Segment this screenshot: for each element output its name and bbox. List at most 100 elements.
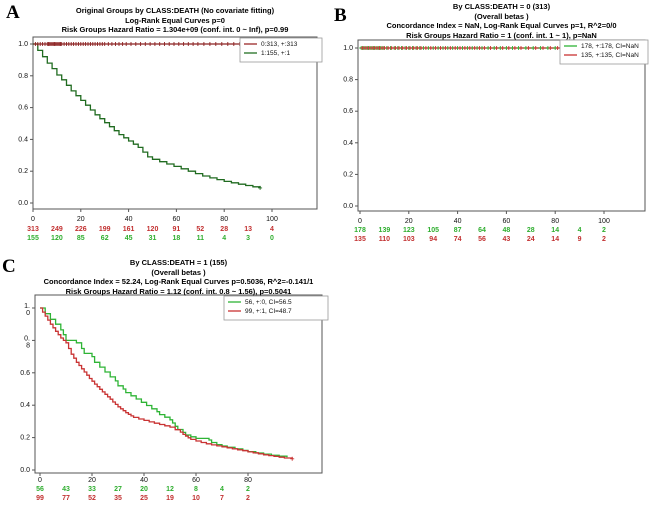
x-tick-label: 0 [358,218,362,225]
risk-number: 13 [244,226,252,233]
y-tick-label: 0.2 [20,435,30,442]
risk-number: 161 [123,226,135,233]
risk-table: 178 139 123 105 87 64 48 28 14 4 2 135 110 103 94 74 56 4… [354,227,606,243]
panel-b-title-line-4: Risk Groups Hazard Ratio = 1 (conf. int.… [406,30,597,40]
risk-number: 123 [403,227,415,234]
risk-number: 12 [166,486,174,493]
risk-number: 155 [27,235,39,242]
risk-number: 33 [88,486,96,493]
y-tick-label: 0.2 [18,168,28,175]
y-tick-label: 0.8 [343,77,353,84]
x-tick-label: 60 [503,218,511,225]
risk-number: 87 [454,227,462,234]
risk-number: 48 [503,227,511,234]
y-tick-label: 0.4 [18,136,28,143]
plot-box [32,36,318,210]
risk-number: 27 [114,486,122,493]
risk-number: 14 [551,236,559,243]
panel-label-a: A [6,2,20,23]
risk-number: 139 [379,227,391,234]
legend: 178, +:178, CI=NaN 135, +:135, CI=NaN [559,39,649,65]
risk-number: 94 [429,236,437,243]
legend-label: 56, +:0, CI=56.5 [245,299,292,306]
risk-row-56: 56 43 33 27 20 12 8 4 2 [36,486,250,493]
risk-number: 64 [478,227,486,234]
legend-box [559,39,649,65]
legend: 0:313, +:313 1:155, +:1 [239,37,323,63]
risk-number: 28 [220,226,228,233]
x-tick-label: 80 [244,477,252,484]
risk-number: 110 [379,236,390,243]
y-tick-label: 0.6 [18,105,28,112]
risk-number: 19 [166,495,174,502]
y-tick-label: 0.4 [20,402,30,409]
panel-c-title-block: By CLASS:DEATH = 1 (155) (Overall betas … [35,258,322,296]
legend-label: 1:155, +:1 [261,50,290,57]
panel-b-title-line-2: (Overall betas ) [474,11,529,21]
risk-number: 77 [62,495,70,502]
y-tick-label: 0.0 [18,200,28,207]
risk-row-135: 135 110 103 94 74 56 43 24 14 9 2 [354,236,606,243]
risk-number: 62 [101,235,109,242]
x-tick-label: 40 [454,218,462,225]
risk-number: 10 [192,495,200,502]
risk-number: 11 [197,235,205,242]
risk-number: 135 [354,236,366,243]
risk-number: 0 [270,235,274,242]
risk-number: 24 [527,236,535,243]
panel-c-title-line-1: By CLASS:DEATH = 1 (155) [129,258,228,267]
risk-number: 74 [454,236,462,243]
risk-number: 4 [270,226,274,233]
x-axis: 0 20 40 60 80 100 [31,209,278,223]
risk-number: 56 [36,486,44,493]
panel-a-title-line-3: Risk Groups Hazard Ratio = 1.304e+09 (co… [61,25,289,34]
risk-number: 9 [578,236,582,243]
risk-row-99: 99 77 52 35 25 19 10 7 2 [36,495,250,502]
risk-number: 31 [149,235,157,242]
panel-c-title-line-2: (Overall betas ) [151,267,206,277]
legend-label: 99, +:1, CI=48.7 [245,308,292,315]
x-tick-label: 0 [31,216,35,223]
x-tick-label: 20 [88,477,96,484]
risk-number: 249 [51,226,63,233]
risk-number: 20 [140,486,148,493]
risk-number: 8 [194,486,198,493]
panel-c-title-line-3: Concordance Index = 52.24, Log-Rank Equa… [43,277,314,286]
risk-number: 2 [246,486,250,493]
panel-a-title-block: Original Groups by CLASS:DEATH (No covar… [33,6,317,35]
panel-c-plot: 0 20 40 60 80 1. 0 0. 8 0.6 0.4 0.2 0.0 56, +:0, CI=5… [20,294,329,502]
x-tick-label: 80 [220,216,228,223]
censor-marks-group-99 [290,456,295,461]
x-tick-label: 80 [551,218,559,225]
panel-label-c: C [2,256,16,277]
risk-number: 2 [602,236,606,243]
risk-number: 99 [36,495,44,502]
y-tick-label: 1.0 [18,41,28,48]
risk-number: 105 [427,227,439,234]
y-tick-label: 1.0 [24,303,30,317]
panel-label-b: B [334,5,347,26]
x-tick-label: 100 [598,218,610,225]
legend-box [239,37,323,63]
risk-number: 178 [354,227,366,234]
panel-c-title-line-4: Risk Groups Hazard Ratio = 1.12 (conf. i… [65,286,292,296]
survival-curve-group-99 [40,307,293,459]
x-tick-label: 60 [173,216,181,223]
panel-b-title-line-3: Concordance Index = NaN, Log-Rank Equal … [386,21,617,30]
risk-row-group0: 313 249 226 199 161 120 91 52 28 13 4 [27,226,274,233]
panel-b-title-block: By CLASS:DEATH = 0 (313) (Overall betas … [358,2,645,40]
risk-number: 56 [478,236,486,243]
risk-number: 2 [246,495,250,502]
legend-label: 0:313, +:313 [261,41,298,48]
y-tick-label: 0.6 [20,370,30,377]
survival-curve-group-56 [40,307,288,458]
y-axis: 1.0 0.8 0.6 0.4 0.2 0.0 [343,45,358,210]
risk-number: 2 [602,227,606,234]
survival-curve-class-death-1 [33,43,261,188]
y-tick-label: 0.8 [24,335,30,349]
panel-a-title-line-1: Original Groups by CLASS:DEATH (No covar… [75,6,275,15]
risk-number: 7 [220,495,224,502]
